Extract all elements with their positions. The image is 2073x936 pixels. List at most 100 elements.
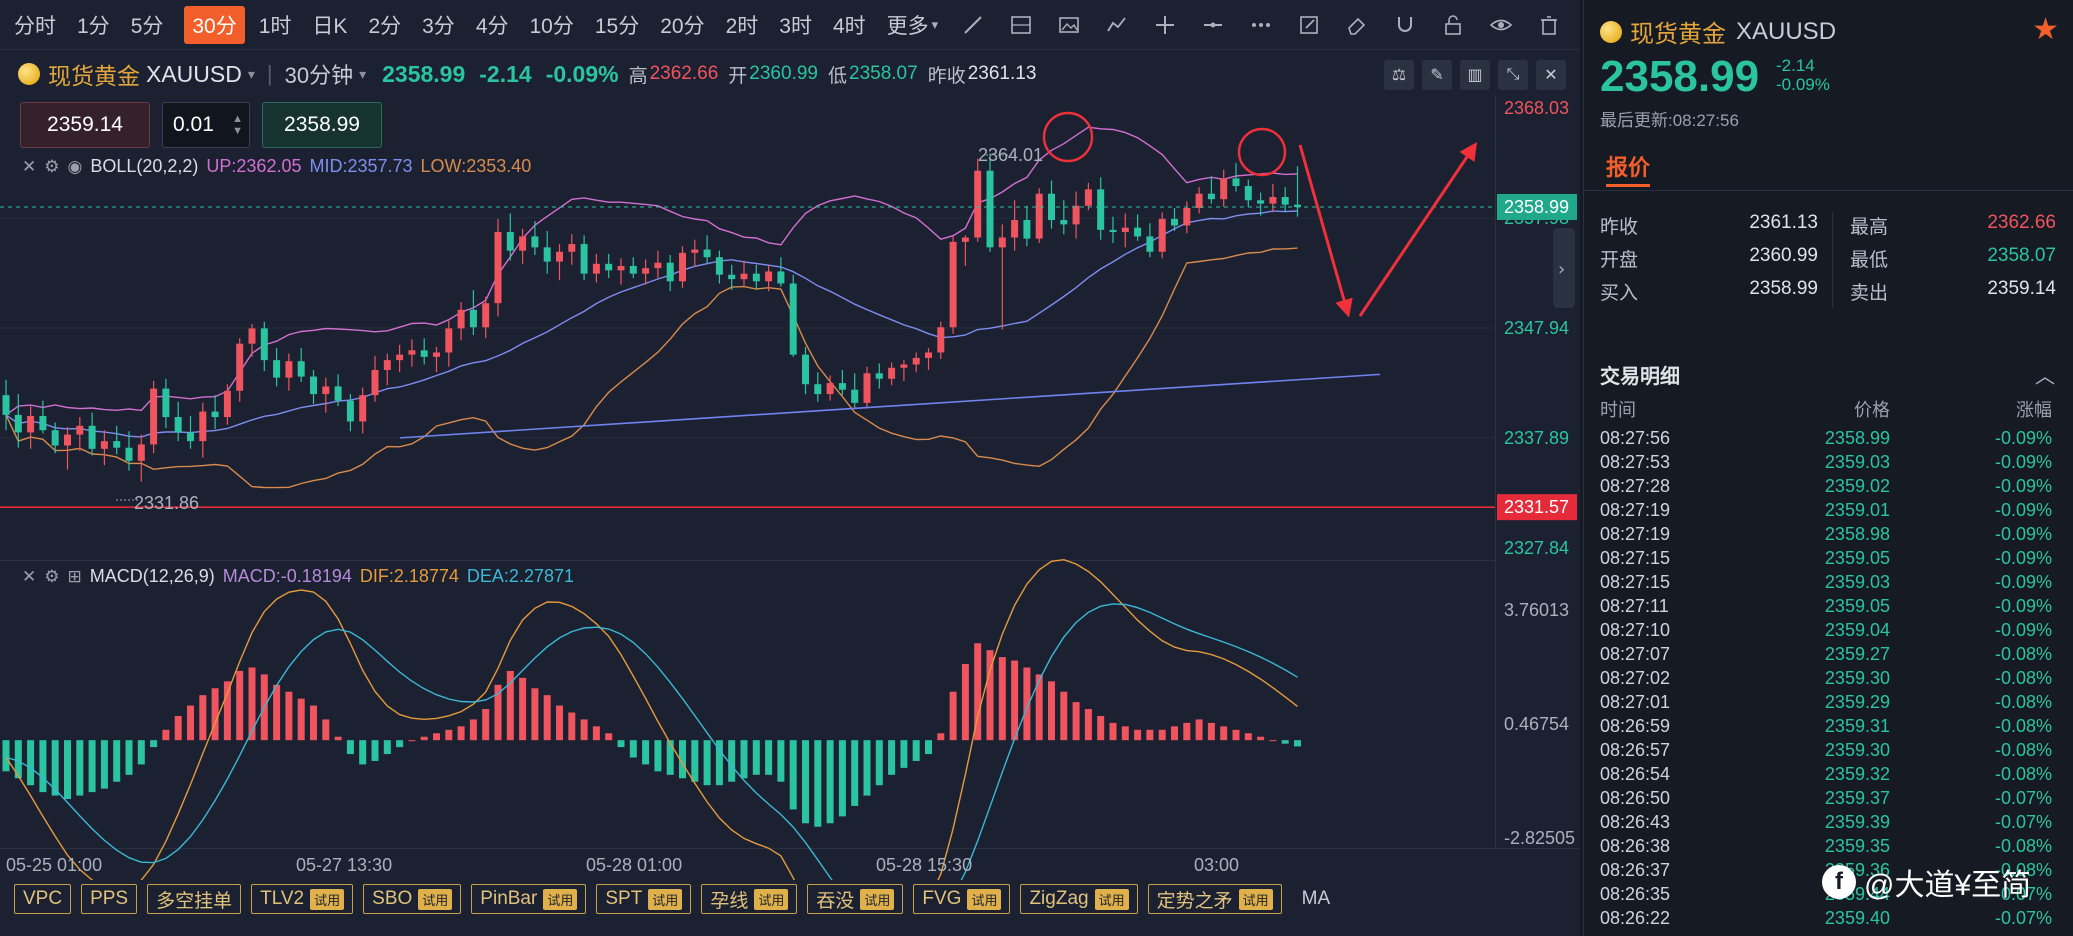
quote-value: 2358.99 (1749, 278, 1818, 299)
timeframe-0[interactable]: 分时 (14, 14, 56, 38)
expand-indicator-icon[interactable]: ⊞ (67, 566, 82, 586)
visibility-icon[interactable]: ◉ (67, 156, 83, 176)
lock-icon[interactable] (1440, 12, 1466, 38)
prev-close-value: 2361.13 (967, 63, 1037, 84)
magnet-icon[interactable] (1392, 12, 1418, 38)
timeframe-4[interactable]: 1时 (258, 14, 292, 38)
timeframe-15[interactable]: 更多 (886, 14, 929, 38)
timeframe-13[interactable]: 3时 (779, 14, 812, 38)
settings-icon[interactable]: ⚙ (44, 566, 60, 586)
timeframe-1[interactable]: 1分 (77, 14, 110, 38)
macd-bar (236, 670, 244, 741)
gold-coin-icon (18, 63, 40, 85)
symbol-name[interactable]: 现货黄金 (48, 63, 140, 89)
symbol-dropdown-icon[interactable]: ▾ (247, 65, 255, 82)
price-chart[interactable]: 2364.012331.862368.032357.982347.942337.… (0, 0, 1580, 880)
indicator-button[interactable]: FVG 试用 (913, 884, 1011, 914)
chart-settings-icon[interactable]: ⚖ (1384, 60, 1414, 90)
trade-time: 08:27:02 (1600, 668, 1671, 688)
eye-icon[interactable] (1488, 12, 1514, 38)
indicator-button[interactable]: TLV2 试用 (251, 884, 354, 914)
tab-quote[interactable]: 报价 (1606, 155, 1651, 180)
timeframe-12[interactable]: 2时 (725, 14, 759, 38)
expand-icon[interactable]: ⤡ (1498, 60, 1528, 90)
candle-body (531, 236, 539, 248)
timeframe-8[interactable]: 4分 (475, 14, 509, 38)
indicator-button[interactable]: PinBar 试用 (471, 884, 587, 914)
indicator-button[interactable]: PPS (81, 884, 138, 914)
macd-bar (1171, 726, 1178, 741)
edit-icon[interactable] (1296, 12, 1322, 38)
indicator-button[interactable]: 吞没 试用 (807, 884, 904, 914)
more-tools-icon[interactable] (1248, 12, 1274, 38)
buy-button[interactable]: 2358.99 (262, 102, 382, 148)
macd-bar (39, 740, 47, 793)
sell-button[interactable]: 2359.14 (20, 102, 150, 148)
candle (900, 360, 908, 381)
chart-draw-icon[interactable]: ✎ (1422, 60, 1452, 90)
ma-toggle[interactable]: MA (1301, 888, 1331, 909)
indicator-button[interactable]: 定势之矛 试用 (1147, 884, 1282, 914)
timeframe-9[interactable]: 10分 (529, 14, 574, 38)
timeframe-14[interactable]: 4时 (832, 14, 866, 38)
candle (1035, 188, 1043, 243)
candle (1097, 177, 1105, 240)
candle (1084, 182, 1092, 211)
dif-line (5, 558, 1298, 880)
timeframe-5[interactable]: 日K (312, 14, 348, 38)
trade-time: 08:26:43 (1600, 812, 1671, 832)
symbol-code[interactable]: XAUUSD (146, 60, 242, 87)
chart-style-icon[interactable]: ▥ (1460, 60, 1490, 90)
candle-body (420, 350, 428, 357)
trendline-tool-icon[interactable] (960, 12, 986, 38)
panel-symbol-code: XAUUSD (1736, 17, 1837, 45)
timeframe-2[interactable]: 5分 (130, 14, 164, 38)
eraser-icon[interactable] (1344, 12, 1370, 38)
quick-order: 2359.14 0.01 ▲ ▼ 2358.99 (20, 102, 382, 148)
candle (814, 372, 822, 402)
candle (14, 394, 22, 448)
indicator-button[interactable]: VPC (14, 884, 72, 914)
polyline-tool-icon[interactable] (1104, 12, 1130, 38)
timeframe-6[interactable]: 2分 (368, 14, 402, 38)
candle (1207, 176, 1215, 204)
macd-bar (642, 740, 650, 765)
stepper-arrows-icon[interactable]: ▲ ▼ (232, 113, 243, 137)
settings-icon[interactable]: ⚙ (44, 156, 60, 176)
horizontal-line-tool-icon[interactable] (1200, 12, 1226, 38)
timeframe-10[interactable]: 15分 (594, 14, 640, 38)
quantity-value[interactable]: 0.01 (173, 113, 214, 136)
indicator-button[interactable]: 多空挂单 (147, 884, 242, 914)
timeframe-3[interactable]: 30分 (184, 5, 245, 44)
period-dropdown-icon[interactable]: ▾ (359, 65, 367, 82)
candle-body (506, 232, 514, 251)
fibonacci-tool-icon[interactable] (1008, 12, 1034, 38)
macd-bar (949, 691, 957, 741)
close-icon[interactable]: ✕ (1536, 60, 1566, 90)
close-indicator-icon[interactable]: ✕ (22, 566, 37, 586)
macd-bar (482, 709, 490, 741)
trash-icon[interactable] (1536, 12, 1562, 38)
indicator-button[interactable]: SBO 试用 (363, 884, 462, 914)
crosshair-tool-icon[interactable] (1152, 12, 1178, 38)
more-dropdown-icon[interactable]: ▾ (931, 16, 939, 32)
timeframe-11[interactable]: 20分 (660, 14, 705, 38)
candle (76, 417, 84, 452)
indicator-button[interactable]: SPT 试用 (596, 884, 692, 914)
collapse-chevron-icon[interactable]: ︿ (2035, 366, 2055, 388)
indicator-button[interactable]: ZigZag 试用 (1020, 884, 1138, 914)
timeframe-7[interactable]: 3分 (422, 14, 455, 38)
candle (1294, 166, 1301, 217)
candle (482, 296, 490, 339)
trial-badge: 试用 (1094, 888, 1129, 910)
pane-divider (0, 560, 1495, 561)
period-select[interactable]: 30分钟 (284, 63, 354, 88)
candle-body (1183, 207, 1191, 226)
col-time: 时间 (1600, 400, 1636, 420)
candle-body (900, 364, 908, 368)
image-tool-icon[interactable] (1056, 12, 1082, 38)
favorite-star-icon[interactable]: ★ (2032, 13, 2059, 46)
indicator-button[interactable]: 孕线 试用 (701, 884, 798, 914)
close-indicator-icon[interactable]: ✕ (22, 156, 37, 176)
quantity-stepper[interactable]: 0.01 ▲ ▼ (162, 102, 250, 148)
